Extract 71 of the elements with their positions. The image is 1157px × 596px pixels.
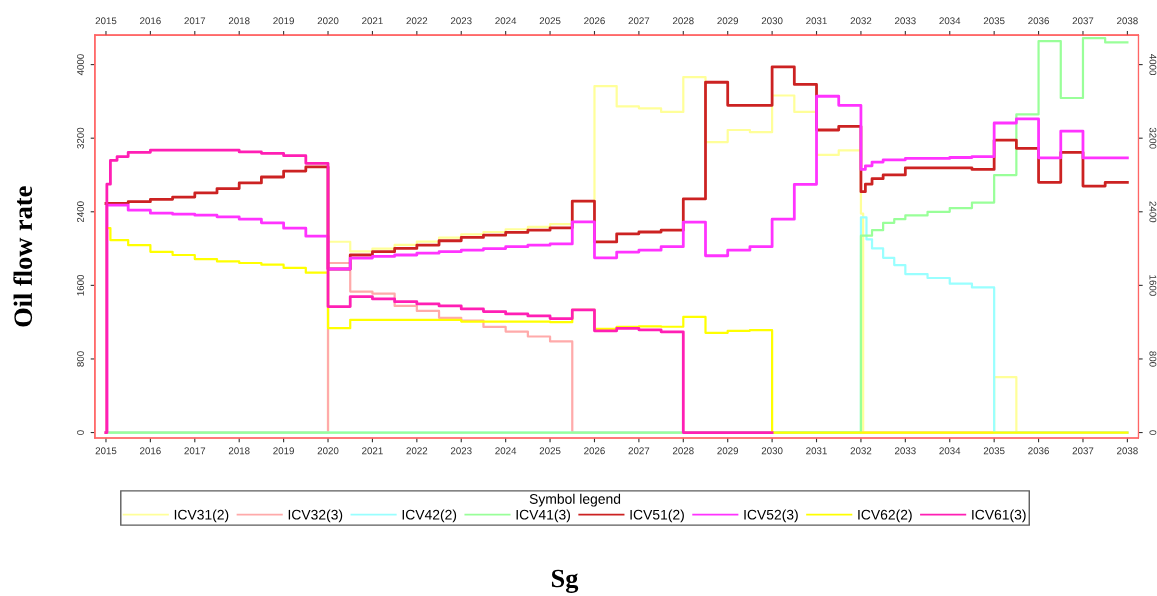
x2-tick-label: 2017 xyxy=(184,17,206,25)
y-tick-label: 0 xyxy=(77,430,84,435)
x-tick-label: 2036 xyxy=(1028,447,1049,455)
y2-tick-label: 2400 xyxy=(1149,201,1157,223)
y-tick-label: 4000 xyxy=(77,54,84,76)
x-axis-title: Sg xyxy=(551,569,579,593)
y-tick-label: 3200 xyxy=(77,127,84,149)
x-tick-label: 2031 xyxy=(806,447,827,455)
x-tick-label: 2016 xyxy=(140,447,161,455)
y2-tick-label: 4000 xyxy=(1149,54,1157,76)
x-tick-label: 2022 xyxy=(406,447,428,455)
legend-title: Symbol legend xyxy=(529,493,621,507)
x-tick-label: 2023 xyxy=(450,447,472,455)
x-tick-label: 2026 xyxy=(584,447,605,455)
x2-tick-label: 2024 xyxy=(495,17,517,25)
legend-label: ICV31(2) xyxy=(174,509,229,523)
x-tick-label: 2032 xyxy=(850,447,872,455)
x-tick-label: 2030 xyxy=(761,447,783,455)
x2-tick-label: 2015 xyxy=(95,17,117,25)
x-tick-label: 2028 xyxy=(672,447,694,455)
legend-label: ICV42(2) xyxy=(402,509,457,523)
x2-tick-label: 2036 xyxy=(1028,17,1049,25)
y-tick-label: 800 xyxy=(77,351,84,367)
legend-label: ICV51(2) xyxy=(630,509,684,523)
x-tick-label: 2018 xyxy=(228,447,250,455)
x2-tick-label: 2033 xyxy=(895,17,916,25)
legend-label: ICV61(3) xyxy=(972,509,1026,523)
x2-tick-label: 2022 xyxy=(406,17,428,25)
x-tick-label: 2038 xyxy=(1117,447,1138,455)
y-tick-label: 1600 xyxy=(77,274,84,296)
x2-tick-label: 2020 xyxy=(317,17,339,25)
x-tick-label: 2025 xyxy=(539,447,561,455)
x2-tick-label: 2016 xyxy=(140,17,161,25)
x-tick-label: 2033 xyxy=(895,447,916,455)
x2-tick-label: 2035 xyxy=(983,17,1005,25)
x-tick-label: 2024 xyxy=(495,447,517,455)
legend-label: ICV32(3) xyxy=(288,509,343,523)
x-tick-label: 2029 xyxy=(717,447,739,455)
x-tick-label: 2015 xyxy=(95,447,117,455)
legend-label: ICV52(3) xyxy=(744,509,798,523)
x-tick-label: 2027 xyxy=(628,447,650,455)
x2-tick-label: 2019 xyxy=(273,17,294,25)
x2-tick-label: 2038 xyxy=(1117,17,1138,25)
x2-tick-label: 2027 xyxy=(628,17,650,25)
x2-tick-label: 2021 xyxy=(362,17,383,25)
y2-tick-label: 1600 xyxy=(1149,275,1157,296)
y-axis-title: Oil flow rate xyxy=(13,186,33,327)
y2-tick-label: 0 xyxy=(1149,430,1157,435)
x2-tick-label: 2031 xyxy=(806,17,827,25)
x2-tick-label: 2018 xyxy=(228,17,250,25)
x2-tick-label: 2030 xyxy=(761,17,783,25)
x-tick-label: 2034 xyxy=(939,447,961,455)
x2-tick-label: 2032 xyxy=(850,17,872,25)
x-tick-label: 2017 xyxy=(184,447,206,455)
y2-tick-label: 800 xyxy=(1149,351,1157,367)
x-tick-label: 2035 xyxy=(983,447,1005,455)
x-tick-label: 2019 xyxy=(273,447,294,455)
x2-tick-label: 2028 xyxy=(672,17,694,25)
x-tick-label: 2020 xyxy=(317,447,339,455)
x-tick-label: 2037 xyxy=(1072,447,1094,455)
y-tick-label: 2400 xyxy=(77,201,84,223)
x-tick-label: 2021 xyxy=(362,447,383,455)
legend-label: ICV62(2) xyxy=(858,509,912,523)
x2-tick-label: 2034 xyxy=(939,17,961,25)
x2-tick-label: 2029 xyxy=(717,17,739,25)
x2-tick-label: 2025 xyxy=(539,17,561,25)
x2-tick-label: 2037 xyxy=(1072,17,1094,25)
x2-tick-label: 2026 xyxy=(584,17,605,25)
legend-label: ICV41(3) xyxy=(516,509,570,523)
y2-tick-label: 3200 xyxy=(1149,127,1157,149)
x2-tick-label: 2023 xyxy=(450,17,472,25)
